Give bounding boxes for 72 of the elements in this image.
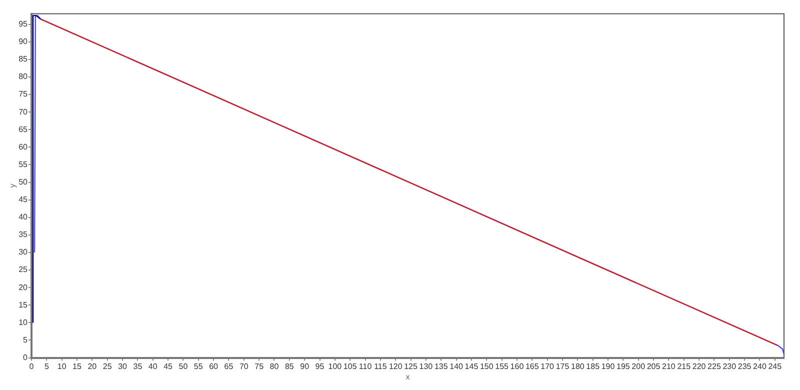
x-tick-label: 200 (632, 362, 646, 371)
x-tick-label: 165 (525, 362, 540, 371)
x-tick-label: 115 (374, 362, 388, 371)
x-tick-label: 45 (164, 362, 174, 371)
x-axis-title: x (406, 372, 410, 382)
x-tick-label: 95 (315, 362, 325, 371)
x-tick-label: 105 (343, 362, 358, 371)
x-tick-label: 120 (388, 362, 403, 371)
x-tick-label: 85 (284, 362, 294, 371)
x-tick-label: 15 (72, 362, 82, 371)
x-tick-label: 235 (738, 362, 752, 371)
x-tick-label: 230 (722, 362, 737, 371)
x-tick-label: 90 (300, 362, 310, 371)
x-tick-label: 240 (753, 362, 767, 371)
x-tick-label: 145 (464, 362, 479, 371)
x-tick-label: 150 (480, 362, 494, 371)
y-tick-label: 65 (18, 124, 28, 134)
x-tick-label: 125 (404, 362, 418, 371)
y-tick-label: 80 (18, 72, 28, 82)
x-tick-label: 5 (44, 362, 50, 371)
x-tick-label: 215 (677, 362, 692, 371)
x-tick-label: 195 (616, 362, 630, 371)
x-tick-label: 140 (450, 362, 464, 371)
x-tick-label: 20 (88, 362, 98, 371)
y-tick-label: 30 (18, 248, 28, 257)
x-tick-label: 0 (29, 362, 34, 371)
y-tick-label: 40 (18, 212, 28, 222)
x-tick-label: 245 (768, 362, 782, 371)
x-tick-label: 210 (662, 362, 676, 371)
y-axis-title: y (8, 184, 18, 188)
y-tick-label: 90 (18, 37, 28, 46)
x-tick-label: 135 (434, 362, 448, 371)
x-tick-label: 50 (178, 362, 188, 371)
x-tick-label: 185 (586, 362, 600, 371)
y-tick-label: 75 (18, 90, 28, 99)
x-tick-label: 55 (194, 362, 204, 371)
x-tick-label: 75 (254, 362, 264, 371)
y-tick-label: 5 (23, 335, 28, 344)
y-tick-label: 15 (18, 300, 28, 310)
x-tick-label: 70 (239, 362, 249, 371)
x-tick-label: 225 (708, 362, 722, 371)
x-tick-label: 30 (118, 362, 128, 371)
x-tick-label: 80 (270, 362, 280, 371)
y-tick-label: 70 (18, 107, 28, 116)
x-tick-label: 40 (148, 362, 158, 371)
x-tick-label: 100 (328, 362, 342, 371)
x-tick-label: 35 (133, 362, 143, 371)
y-tick-label: 85 (18, 54, 28, 64)
y-tick-label: 55 (18, 160, 28, 169)
y-tick-label: 60 (18, 142, 28, 152)
x-tick-label: 25 (102, 362, 112, 371)
x-tick-label: 110 (358, 362, 372, 371)
y-tick-label: 20 (18, 282, 28, 292)
y-tick-label: 95 (18, 20, 28, 29)
y-tick-label: 10 (18, 318, 28, 327)
x-tick-label: 130 (419, 362, 434, 371)
x-tick-label: 155 (495, 362, 510, 371)
x-tick-label: 10 (57, 362, 67, 371)
y-tick-label: 25 (18, 265, 28, 274)
x-tick-label: 220 (692, 362, 706, 371)
x-tick-label: 160 (510, 362, 524, 371)
x-tick-label: 170 (540, 362, 555, 371)
x-tick-label: 65 (224, 362, 234, 371)
x-tick-label: 190 (601, 362, 616, 371)
x-tick-label: 180 (570, 362, 585, 371)
y-tick-label: 0 (23, 353, 28, 362)
y-tick-label: 50 (18, 177, 28, 186)
x-tick-label: 175 (556, 362, 570, 371)
y-tick-label: 35 (18, 230, 28, 240)
x-tick-label: 205 (646, 362, 661, 371)
y-tick-label: 45 (18, 195, 28, 204)
x-tick-label: 60 (209, 362, 219, 371)
